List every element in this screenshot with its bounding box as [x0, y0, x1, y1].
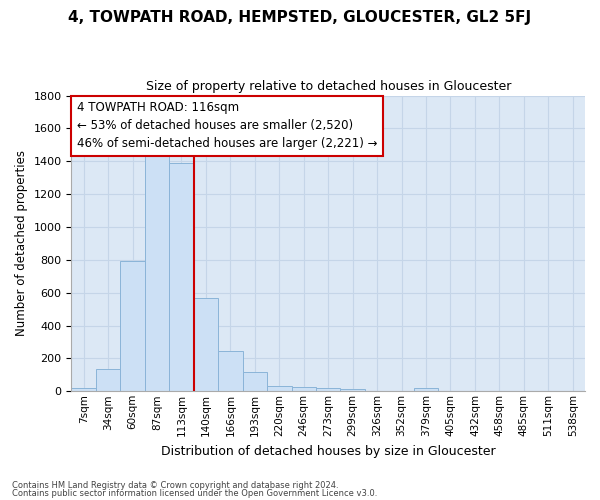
Bar	[267, 386, 292, 392]
X-axis label: Distribution of detached houses by size in Gloucester: Distribution of detached houses by size …	[161, 444, 496, 458]
Bar	[414, 388, 438, 392]
Bar	[194, 298, 218, 392]
Text: 4, TOWPATH ROAD, HEMPSTED, GLOUCESTER, GL2 5FJ: 4, TOWPATH ROAD, HEMPSTED, GLOUCESTER, G…	[68, 10, 532, 25]
Bar	[71, 388, 96, 392]
Bar	[145, 146, 169, 392]
Text: Contains HM Land Registry data © Crown copyright and database right 2024.: Contains HM Land Registry data © Crown c…	[12, 481, 338, 490]
Bar	[242, 372, 267, 392]
Bar	[169, 163, 194, 392]
Bar	[340, 389, 365, 392]
Y-axis label: Number of detached properties: Number of detached properties	[15, 150, 28, 336]
Text: Contains public sector information licensed under the Open Government Licence v3: Contains public sector information licen…	[12, 488, 377, 498]
Bar	[292, 387, 316, 392]
Bar	[316, 388, 340, 392]
Bar	[218, 351, 242, 392]
Text: 4 TOWPATH ROAD: 116sqm
← 53% of detached houses are smaller (2,520)
46% of semi-: 4 TOWPATH ROAD: 116sqm ← 53% of detached…	[77, 102, 377, 150]
Bar	[96, 369, 121, 392]
Title: Size of property relative to detached houses in Gloucester: Size of property relative to detached ho…	[146, 80, 511, 93]
Bar	[121, 262, 145, 392]
